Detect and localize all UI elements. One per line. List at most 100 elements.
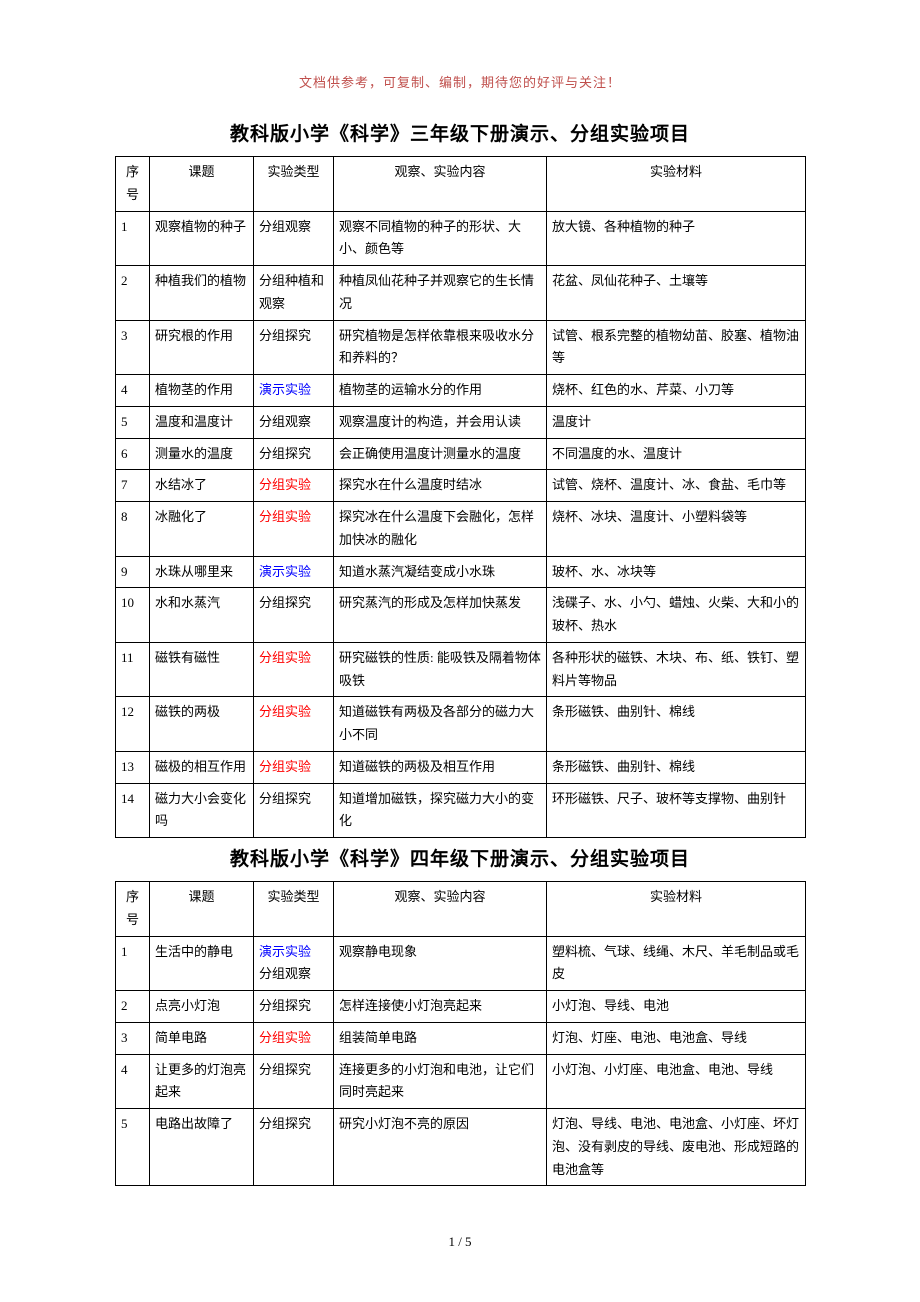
title-grade4: 教科版小学《科学》四年级下册演示、分组实验项目 [115,844,805,871]
cell-no: 8 [116,502,150,557]
cell-material: 小灯泡、小灯座、电池盒、电池、导线 [547,1054,806,1109]
type-segment: 分组观察 [259,414,311,429]
type-segment: 演示实验 [259,382,311,397]
cell-material: 各种形状的磁铁、木块、布、纸、铁钉、塑料片等物品 [547,642,806,697]
type-segment: 分组探究 [259,1062,311,1077]
cell-content: 种植凤仙花种子并观察它的生长情况 [334,266,547,321]
cell-material: 条形磁铁、曲别针、棉线 [547,697,806,752]
table-row: 3研究根的作用分组探究研究植物是怎样依靠根来吸收水分和养料的？试管、根系完整的植… [116,320,806,375]
cell-no: 5 [116,406,150,438]
table-row: 2点亮小灯泡分组探究怎样连接使小灯泡亮起来小灯泡、导线、电池 [116,991,806,1023]
table-row: 5电路出故障了分组探究研究小灯泡不亮的原因灯泡、导线、电池、电池盒、小灯座、坏灯… [116,1109,806,1186]
cell-topic: 电路出故障了 [150,1109,254,1186]
cell-type: 分组实验 [254,751,334,783]
cell-type: 分组观察 [254,406,334,438]
cell-type: 分组实验 [254,470,334,502]
table-row: 9水珠从哪里来演示实验知道水蒸汽凝结变成小水珠玻杯、水、冰块等 [116,556,806,588]
cell-material: 小灯泡、导线、电池 [547,991,806,1023]
cell-topic: 冰融化了 [150,502,254,557]
cell-type: 演示实验分组观察 [254,936,334,991]
type-segment: 分组实验 [259,477,311,492]
col-header-type: 实验类型 [254,882,334,937]
cell-material: 放大镜、各种植物的种子 [547,211,806,266]
cell-type: 分组种植和观察 [254,266,334,321]
cell-type: 分组探究 [254,1054,334,1109]
col-header-no: 序号 [116,157,150,212]
cell-material: 试管、烧杯、温度计、冰、食盐、毛巾等 [547,470,806,502]
cell-content: 植物茎的运输水分的作用 [334,375,547,407]
cell-material: 灯泡、导线、电池、电池盒、小灯座、坏灯泡、没有剥皮的导线、废电池、形成短路的电池… [547,1109,806,1186]
col-header-content: 观察、实验内容 [334,157,547,212]
cell-topic: 水和水蒸汽 [150,588,254,643]
cell-content: 观察温度计的构造，并会用认读 [334,406,547,438]
table-row: 1生活中的静电演示实验分组观察观察静电现象塑料梳、气球、线绳、木尺、羊毛制品或毛… [116,936,806,991]
cell-type: 分组实验 [254,697,334,752]
type-segment: 分组实验 [259,1030,311,1045]
cell-no: 1 [116,936,150,991]
col-header-topic: 课题 [150,882,254,937]
cell-material: 花盆、凤仙花种子、土壤等 [547,266,806,321]
type-segment: 分组探究 [259,998,311,1013]
cell-no: 9 [116,556,150,588]
cell-topic: 磁铁的两极 [150,697,254,752]
cell-no: 2 [116,266,150,321]
cell-type: 分组探究 [254,438,334,470]
cell-topic: 温度和温度计 [150,406,254,438]
cell-no: 7 [116,470,150,502]
table-row: 10水和水蒸汽分组探究研究蒸汽的形成及怎样加快蒸发浅碟子、水、小勺、蜡烛、火柴、… [116,588,806,643]
cell-material: 塑料梳、气球、线绳、木尺、羊毛制品或毛皮 [547,936,806,991]
cell-topic: 种植我们的植物 [150,266,254,321]
cell-material: 试管、根系完整的植物幼苗、胶塞、植物油等 [547,320,806,375]
cell-content: 知道水蒸汽凝结变成小水珠 [334,556,547,588]
cell-topic: 简单电路 [150,1022,254,1054]
document-page: 文档供参考，可复制、编制，期待您的好评与关注！ 教科版小学《科学》三年级下册演示… [0,0,920,1290]
cell-no: 10 [116,588,150,643]
cell-material: 玻杯、水、冰块等 [547,556,806,588]
table-row: 5温度和温度计分组观察观察温度计的构造，并会用认读温度计 [116,406,806,438]
cell-topic: 生活中的静电 [150,936,254,991]
cell-topic: 磁铁有磁性 [150,642,254,697]
cell-material: 灯泡、灯座、电池、电池盒、导线 [547,1022,806,1054]
title-grade3: 教科版小学《科学》三年级下册演示、分组实验项目 [115,119,805,146]
table-row: 1观察植物的种子分组观察观察不同植物的种子的形状、大小、颜色等放大镜、各种植物的… [116,211,806,266]
cell-type: 分组实验 [254,502,334,557]
type-segment: 分组探究 [259,1116,311,1131]
cell-material: 环形磁铁、尺子、玻杯等支撑物、曲别针 [547,783,806,838]
cell-no: 4 [116,1054,150,1109]
cell-no: 4 [116,375,150,407]
type-segment: 分组观察 [259,219,311,234]
table-row: 11磁铁有磁性分组实验研究磁铁的性质: 能吸铁及隔着物体吸铁各种形状的磁铁、木块… [116,642,806,697]
table-row: 6测量水的温度分组探究会正确使用温度计测量水的温度不同温度的水、温度计 [116,438,806,470]
cell-content: 观察不同植物的种子的形状、大小、颜色等 [334,211,547,266]
type-segment: 分组实验 [259,650,311,665]
table-row: 12磁铁的两极分组实验知道磁铁有两极及各部分的磁力大小不同条形磁铁、曲别针、棉线 [116,697,806,752]
cell-topic: 磁力大小会变化吗 [150,783,254,838]
table-row: 7水结冰了分组实验 探究水在什么温度时结冰试管、烧杯、温度计、冰、食盐、毛巾等 [116,470,806,502]
cell-content: 探究水在什么温度时结冰 [334,470,547,502]
cell-topic: 研究根的作用 [150,320,254,375]
cell-content: 知道磁铁有两极及各部分的磁力大小不同 [334,697,547,752]
cell-type: 分组观察 [254,211,334,266]
type-segment: 分组探究 [259,446,311,461]
cell-no: 3 [116,320,150,375]
cell-topic: 点亮小灯泡 [150,991,254,1023]
cell-topic: 水结冰了 [150,470,254,502]
table-row: 2种植我们的植物分组种植和观察种植凤仙花种子并观察它的生长情况花盆、凤仙花种子、… [116,266,806,321]
type-segment: 分组种植和观察 [259,273,324,311]
cell-material: 条形磁铁、曲别针、棉线 [547,751,806,783]
type-segment: 分组探究 [259,328,311,343]
cell-content: 知道增加磁铁，探究磁力大小的变化 [334,783,547,838]
cell-no: 6 [116,438,150,470]
type-segment: 分组实验 [259,704,311,719]
cell-material: 不同温度的水、温度计 [547,438,806,470]
cell-topic: 水珠从哪里来 [150,556,254,588]
type-segment: 分组探究 [259,791,311,806]
cell-no: 14 [116,783,150,838]
col-header-topic: 课题 [150,157,254,212]
col-header-material: 实验材料 [547,882,806,937]
cell-type: 演示实验 [254,556,334,588]
cell-content: 组装简单电路 [334,1022,547,1054]
cell-topic: 植物茎的作用 [150,375,254,407]
cell-topic: 测量水的温度 [150,438,254,470]
cell-no: 3 [116,1022,150,1054]
